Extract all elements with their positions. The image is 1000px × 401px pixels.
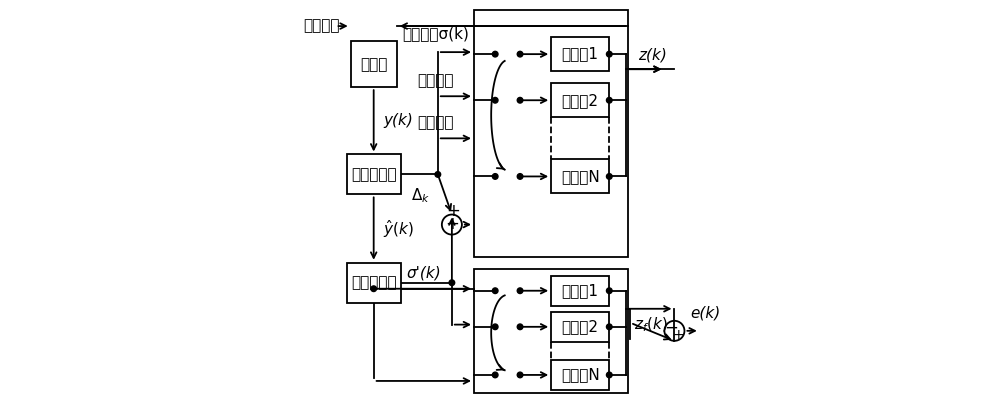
- Text: y(k): y(k): [384, 113, 414, 128]
- FancyBboxPatch shape: [347, 154, 401, 194]
- Circle shape: [449, 280, 455, 286]
- Text: 子系统N: 子系统N: [561, 169, 600, 184]
- Text: 子系统1: 子系统1: [562, 47, 599, 62]
- FancyBboxPatch shape: [474, 10, 628, 257]
- Circle shape: [371, 286, 376, 292]
- FancyBboxPatch shape: [551, 312, 609, 342]
- Circle shape: [517, 174, 523, 179]
- Circle shape: [492, 51, 498, 57]
- Text: $\hat{y}(k)$: $\hat{y}(k)$: [383, 218, 413, 239]
- Text: $z_f(k)$: $z_f(k)$: [634, 316, 668, 334]
- Circle shape: [517, 324, 523, 330]
- Circle shape: [606, 97, 612, 103]
- Text: $\Delta_k$: $\Delta_k$: [411, 186, 430, 205]
- FancyBboxPatch shape: [551, 360, 609, 390]
- Text: 滤波器1: 滤波器1: [562, 283, 599, 298]
- Circle shape: [517, 97, 523, 103]
- FancyBboxPatch shape: [551, 37, 609, 71]
- FancyBboxPatch shape: [474, 269, 628, 393]
- Text: 扰动输入: 扰动输入: [304, 18, 340, 34]
- FancyBboxPatch shape: [551, 159, 609, 193]
- Text: +: +: [446, 202, 460, 219]
- Circle shape: [492, 372, 498, 378]
- Circle shape: [606, 324, 612, 330]
- Text: +: +: [445, 215, 459, 233]
- Text: 传感器: 传感器: [360, 57, 387, 72]
- Text: 事件发生器: 事件发生器: [351, 167, 396, 182]
- FancyBboxPatch shape: [551, 276, 609, 306]
- FancyBboxPatch shape: [347, 263, 401, 303]
- Circle shape: [517, 288, 523, 294]
- Circle shape: [606, 288, 612, 294]
- Text: +: +: [672, 328, 684, 342]
- Text: 零阶保持器: 零阶保持器: [351, 275, 396, 290]
- Text: σ'(k): σ'(k): [406, 266, 441, 281]
- Circle shape: [492, 174, 498, 179]
- Text: 滤波器N: 滤波器N: [561, 367, 600, 383]
- Circle shape: [492, 97, 498, 103]
- Circle shape: [606, 174, 612, 179]
- Circle shape: [492, 324, 498, 330]
- FancyBboxPatch shape: [551, 83, 609, 117]
- Text: 滤波器2: 滤波器2: [562, 319, 599, 334]
- Text: −: −: [665, 319, 679, 336]
- Text: 状态饱和: 状态饱和: [418, 73, 454, 89]
- Text: z(k): z(k): [638, 48, 667, 63]
- Text: 切换信号σ(k): 切换信号σ(k): [402, 26, 469, 42]
- Circle shape: [517, 51, 523, 57]
- Circle shape: [606, 372, 612, 378]
- Circle shape: [435, 172, 441, 177]
- Circle shape: [517, 372, 523, 378]
- Text: e(k): e(k): [690, 305, 721, 320]
- Circle shape: [492, 288, 498, 294]
- Text: 扰动输入: 扰动输入: [418, 115, 454, 131]
- FancyBboxPatch shape: [351, 41, 397, 87]
- Text: 子系统2: 子系统2: [562, 93, 599, 108]
- Circle shape: [606, 51, 612, 57]
